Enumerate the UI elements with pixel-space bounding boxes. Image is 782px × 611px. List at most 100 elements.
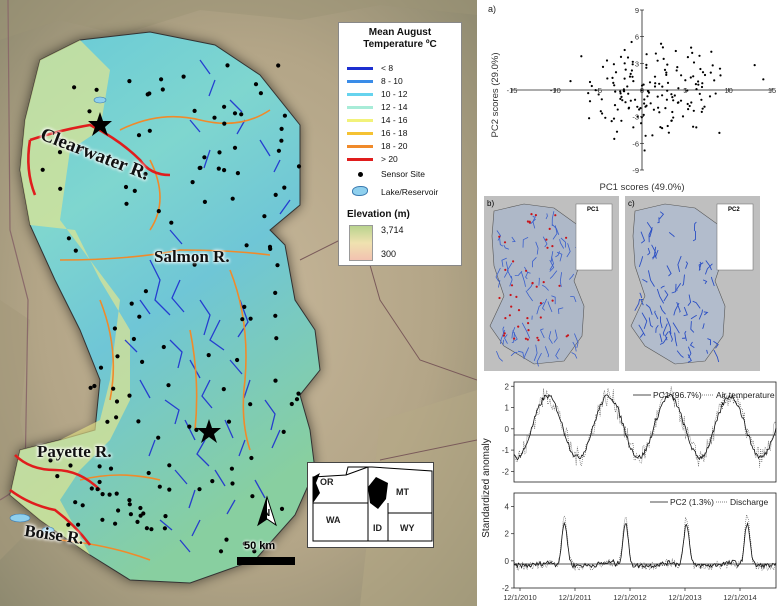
pc-scores-scatter: a) -15-10-5051015963-3-6-9 PC1 scores (4… — [482, 0, 782, 195]
scatter-point — [664, 107, 666, 109]
scatter-point — [644, 149, 646, 151]
sensor-site — [182, 75, 186, 79]
scatter-point — [602, 66, 604, 68]
pc1-site-dot — [546, 247, 548, 249]
shared-ylabel: Standardized anomaly — [481, 438, 492, 538]
scatter-point — [682, 115, 684, 117]
scatter-point — [704, 74, 706, 76]
scatter-point — [689, 105, 691, 107]
sensor-site — [136, 419, 140, 423]
sensor-site — [135, 520, 139, 524]
scatter-point — [651, 134, 653, 136]
pc1-site-dot — [566, 335, 568, 337]
scatter-point — [680, 74, 682, 76]
scatter-point — [702, 108, 704, 110]
sensor-site — [147, 471, 151, 475]
scatter-point — [646, 53, 648, 55]
panel-a-xlabel: PC1 scores (49.0%) — [599, 182, 684, 193]
sensor-site — [148, 129, 152, 133]
sensor-site — [222, 105, 226, 109]
sensor-site — [222, 387, 226, 391]
sensor-site — [217, 150, 221, 154]
sensor-site — [124, 202, 128, 206]
sensor-site — [290, 402, 294, 406]
pc1-site-dot — [552, 300, 554, 302]
scatter-point — [643, 114, 645, 116]
north-label: N — [263, 508, 270, 519]
scatter-point — [588, 117, 590, 119]
scatter-point — [650, 102, 652, 104]
sensor-site — [141, 511, 145, 515]
scatter-point — [690, 101, 692, 103]
scatter-point — [657, 107, 659, 109]
scatter-point — [701, 111, 703, 113]
sensor-site — [283, 114, 287, 118]
scatter-point — [645, 135, 647, 137]
scatter-point — [660, 43, 662, 45]
scatter-point — [632, 63, 634, 65]
sensor-site — [81, 503, 85, 507]
sensor-site — [233, 146, 237, 150]
pc1-site-dot — [513, 338, 515, 340]
inset-state-wa: WA — [326, 515, 341, 525]
pc1-site-dot — [504, 317, 506, 319]
scatter-point — [580, 55, 582, 57]
scatter-point — [636, 106, 638, 108]
sensor-site — [115, 492, 119, 496]
scatter-point — [614, 104, 616, 106]
sensor-site — [280, 507, 284, 511]
scatter-point — [695, 83, 697, 85]
sensor-site — [236, 171, 240, 175]
sensor-site — [273, 379, 277, 383]
sensor-site — [74, 249, 78, 253]
ts1-legend-solid: PC1 (96.7%) — [653, 390, 702, 400]
scatter-point — [697, 80, 699, 82]
scatter-y-tick: -6 — [632, 139, 639, 148]
scatter-point — [658, 83, 660, 85]
scatter-y-tick: 6 — [635, 33, 639, 42]
scatter-point — [654, 76, 656, 78]
legend-class-label: > 20 — [381, 154, 398, 164]
scatter-x-tick: -15 — [507, 86, 518, 95]
pc1-site-dot — [512, 260, 514, 262]
elevation-min: 300 — [381, 249, 396, 259]
pc1-site-dot — [531, 282, 533, 284]
scatter-point — [643, 102, 645, 104]
sensor-site — [198, 166, 202, 170]
pc1-site-dot — [511, 284, 513, 286]
scatter-point — [666, 90, 668, 92]
sensor-site — [187, 425, 191, 429]
scatter-point — [661, 94, 663, 96]
scatter-point — [693, 110, 695, 112]
sensor-site — [145, 526, 149, 530]
scatter-point — [661, 86, 663, 88]
sensor-site — [92, 384, 96, 388]
pc1-site-dot — [536, 286, 538, 288]
sensor-site — [219, 549, 223, 553]
pc1-site-dot — [565, 237, 567, 239]
scatter-point — [624, 101, 626, 103]
scatter-point — [692, 126, 694, 128]
legend-sensor-row: Sensor Site — [347, 169, 425, 179]
sensor-site — [249, 317, 253, 321]
scatter-point — [686, 89, 688, 91]
ts-x-date: 12/1/2011 — [559, 593, 592, 602]
sensor-site — [67, 236, 71, 240]
pc1-site-dot — [551, 245, 553, 247]
sensor-site — [90, 486, 94, 490]
scatter-point — [671, 111, 673, 113]
legend-class-row: 8 - 10 — [347, 76, 403, 86]
scatter-point — [713, 79, 715, 81]
legend-class-row: 14 - 16 — [347, 115, 407, 125]
sensor-site — [72, 85, 76, 89]
ts-y-tick: 1 — [505, 404, 510, 413]
scatter-point — [632, 80, 634, 82]
sensor-site — [167, 463, 171, 467]
pc1-site-dot — [540, 316, 542, 318]
scatter-point — [661, 127, 663, 129]
ts2-legend-dotted: Discharge — [730, 497, 769, 507]
scatter-point — [687, 103, 689, 105]
sensor-site — [161, 87, 165, 91]
elevation-ramp — [349, 225, 373, 261]
legend-class-row: 18 - 20 — [347, 141, 407, 151]
